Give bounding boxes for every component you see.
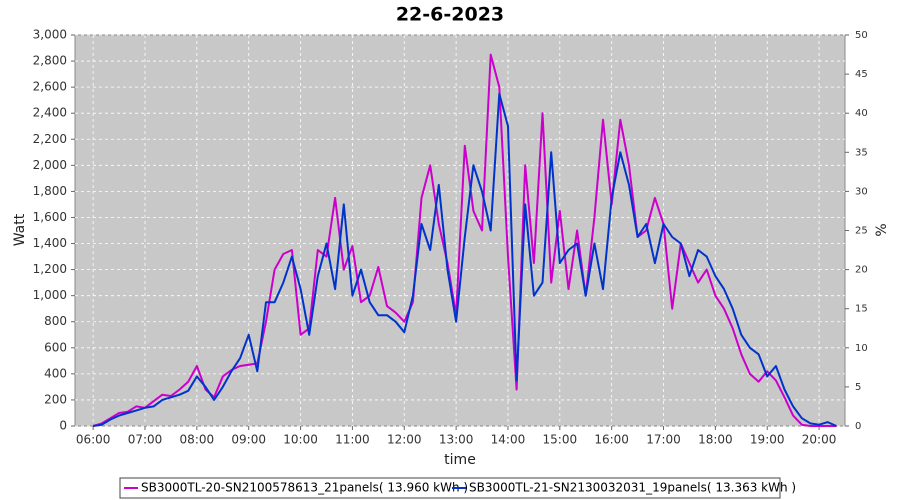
y2-tick-label: 50	[855, 30, 868, 41]
y-tick-label: 800	[44, 314, 67, 328]
x-tick-label: 10:00	[283, 433, 318, 447]
y-axis-label: Watt	[12, 213, 28, 246]
y2-tick-label: 40	[855, 108, 868, 119]
y-tick-label: 400	[44, 366, 67, 380]
y2-tick-label: 5	[855, 382, 861, 393]
x-tick-label: 15:00	[543, 433, 578, 447]
x-tick-label: 16:00	[594, 433, 629, 447]
legend-box	[119, 477, 781, 499]
y-tick-label: 2,600	[33, 80, 67, 94]
x-tick-label: 20:00	[802, 433, 837, 447]
y-tick-label: 3,000	[33, 28, 67, 42]
x-tick-label: 09:00	[231, 433, 266, 447]
x-tick-label: 13:00	[439, 433, 474, 447]
y-tick-label: 2,400	[33, 106, 67, 120]
y-tick-label: 1,400	[33, 236, 67, 250]
y-tick-label: 200	[44, 392, 67, 406]
y-tick-label: 1,600	[33, 210, 67, 224]
y-tick-label: 1,000	[33, 288, 67, 302]
x-tick-label: 06:00	[76, 433, 111, 447]
y2-tick-label: 0	[855, 421, 861, 432]
x-tick-label: 17:00	[646, 433, 681, 447]
series-line	[92, 53, 837, 427]
y2-tick-label: 45	[855, 69, 868, 80]
y2-tick-label: 20	[855, 265, 868, 276]
x-tick-label: 07:00	[128, 433, 163, 447]
legend-label: SB3000TL-21-SN2130032031_19panels( 13.36…	[469, 481, 796, 495]
x-tick-label: 19:00	[750, 433, 785, 447]
y-tick-label: 2,200	[33, 132, 67, 146]
y2-tick-label: 35	[855, 147, 868, 158]
y2-tick-label: 10	[855, 343, 868, 354]
x-tick-label: 08:00	[180, 433, 215, 447]
chart-title: 22-6-2023	[396, 4, 504, 26]
x-tick-label: 14:00	[491, 433, 526, 447]
y2-axis-label: %	[874, 223, 890, 236]
y-tick-label: 2,000	[33, 158, 67, 172]
x-tick-label: 11:00	[335, 433, 370, 447]
y-tick-label: 0	[59, 419, 67, 433]
x-tick-label: 12:00	[387, 433, 422, 447]
legend-label: SB3000TL-20-SN2100578613_21panels( 13.96…	[141, 481, 468, 495]
y2-tick-label: 15	[855, 304, 868, 315]
y2-tick-label: 30	[855, 186, 868, 197]
x-axis-label: time	[444, 452, 476, 468]
x-tick-label: 18:00	[698, 433, 733, 447]
y-tick-label: 1,800	[33, 184, 67, 198]
y2-tick-label: 25	[855, 226, 868, 237]
y-tick-label: 2,800	[33, 54, 67, 68]
y-tick-label: 600	[44, 340, 67, 354]
y-tick-label: 1,200	[33, 262, 67, 276]
series-line	[92, 92, 837, 427]
